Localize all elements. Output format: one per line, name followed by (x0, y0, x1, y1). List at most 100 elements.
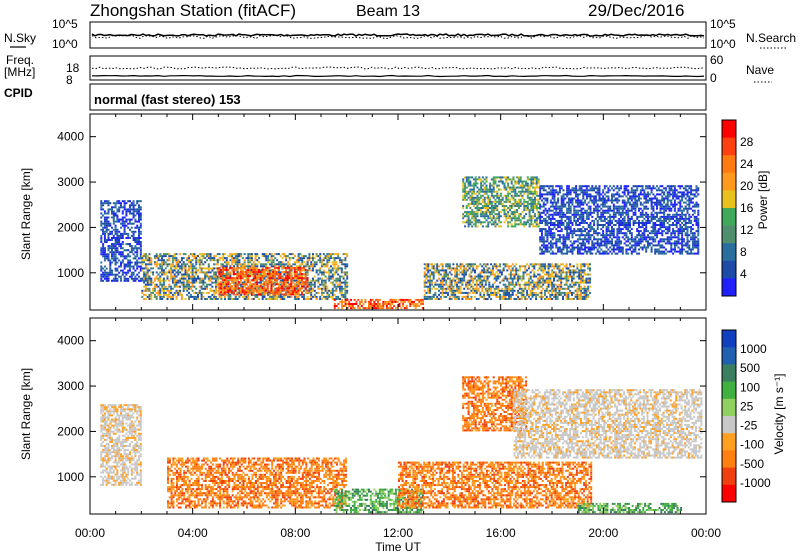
power-cell (470, 265, 473, 268)
power-cell (416, 303, 419, 305)
power-cell (436, 271, 439, 274)
power-cell (529, 277, 532, 280)
power-cell (197, 291, 199, 294)
power-cell (220, 283, 223, 286)
power-cell (587, 295, 590, 298)
power-cell (549, 205, 552, 208)
power-cell (138, 206, 140, 209)
power-cell (463, 291, 466, 294)
power-cell (441, 291, 444, 294)
power-cell (241, 271, 244, 273)
power-cell (469, 223, 472, 226)
power-cell (544, 298, 546, 300)
power-cell (541, 215, 543, 218)
power-cell (312, 277, 314, 280)
power-cell (234, 298, 237, 300)
power-cell (333, 261, 336, 264)
power-cell (301, 266, 303, 269)
power-cell (139, 247, 142, 250)
power-cell (551, 213, 554, 216)
power-cell (514, 186, 517, 189)
power-cell (268, 291, 271, 294)
power-cell (206, 275, 208, 278)
power-cell (161, 287, 164, 290)
power-cell (109, 259, 112, 262)
power-cell (567, 224, 570, 226)
power-cell (112, 251, 115, 254)
power-cell (548, 215, 551, 218)
power-cell (313, 289, 316, 292)
power-cell (488, 267, 491, 270)
power-cell (286, 293, 289, 296)
power-cell (553, 265, 555, 268)
power-cell (505, 217, 508, 220)
power-cell (587, 289, 590, 292)
power-cell (116, 234, 119, 237)
power-cell (495, 293, 498, 296)
power-cell (418, 305, 421, 307)
power-cell (100, 208, 103, 211)
power-cell (567, 275, 570, 278)
power-cell (414, 305, 417, 307)
power-cell (580, 289, 582, 292)
power-cell (565, 293, 568, 296)
power-cell (184, 298, 187, 300)
power-cell (486, 269, 489, 272)
power-cell (503, 205, 506, 207)
power-cell (188, 257, 190, 260)
power-cell (529, 298, 532, 300)
power-cell (218, 277, 221, 280)
power-cell (111, 206, 113, 209)
power-cell (342, 300, 345, 303)
power-cell (571, 275, 573, 278)
power-cell (567, 226, 570, 229)
power-cell (490, 202, 493, 205)
power-cell (499, 225, 502, 228)
power-cell (557, 185, 560, 188)
power-cell (564, 252, 567, 255)
power-cell (488, 295, 491, 298)
power-cell (562, 234, 565, 237)
power-cell (480, 211, 483, 214)
power-cell (530, 192, 533, 195)
power-cell (302, 277, 305, 280)
power-cell (544, 248, 547, 251)
power-cell (551, 195, 554, 198)
power-cell (103, 226, 106, 229)
power-cell (566, 209, 569, 212)
power-cell (476, 200, 479, 203)
power-cell (490, 192, 493, 195)
power-cell (161, 269, 164, 272)
power-cell (270, 287, 273, 290)
power-cell (468, 283, 471, 286)
power-cell (573, 242, 576, 245)
power-cell (456, 271, 458, 274)
power-cell (143, 253, 146, 256)
power-cell (102, 222, 105, 225)
power-cell (465, 281, 467, 284)
power-cell (558, 226, 561, 229)
power-cell (112, 222, 115, 225)
power-cell (539, 203, 542, 206)
power-cell (533, 265, 536, 268)
power-cell (245, 287, 248, 290)
power-cell (263, 281, 266, 284)
power-cell (571, 213, 574, 216)
power-cell (120, 226, 122, 229)
power-cell (281, 289, 284, 292)
power-cell (150, 271, 153, 274)
power-cell (234, 261, 237, 264)
power-cell (225, 261, 228, 264)
power-cell (441, 279, 444, 282)
power-cell (429, 273, 432, 276)
power-cell (583, 295, 586, 298)
power-cell (560, 252, 563, 255)
power-cell (580, 265, 582, 268)
power-cell (554, 287, 557, 290)
power-cell (505, 200, 508, 203)
power-cell (304, 281, 307, 284)
power-cell (139, 214, 142, 217)
power-cell (366, 307, 369, 310)
power-cell (562, 238, 565, 241)
power-cell (514, 200, 517, 203)
